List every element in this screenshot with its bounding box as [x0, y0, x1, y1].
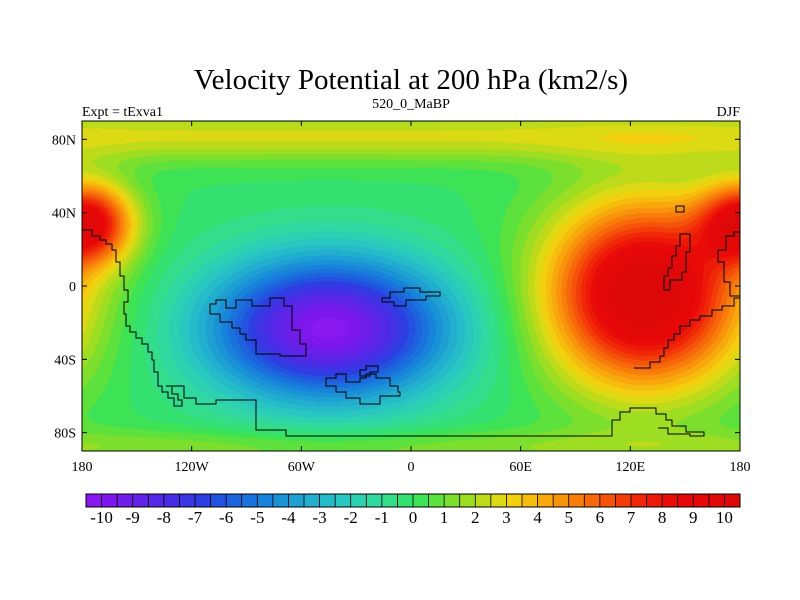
colorbar-swatch: [413, 494, 429, 507]
x-axis: 180 120W 60W 0 60E 120E 180: [72, 121, 751, 475]
colorbar-label-11: 1: [440, 508, 449, 527]
x-tick-label-2: 60W: [288, 460, 316, 475]
y-tick-label-4: 80S: [54, 427, 76, 442]
y-tick-label-0: 80N: [52, 133, 76, 148]
colorbar-label-9: -1: [375, 508, 389, 527]
colorbar-swatch: [226, 494, 243, 507]
coastline-americas-west: [82, 229, 183, 407]
colorbar-swatch: [257, 494, 274, 507]
colorbar-label-18: 8: [658, 508, 667, 527]
x-tick-label-3: 0: [408, 460, 415, 475]
colorbar-swatch: [381, 494, 398, 507]
colorbar: -10 -9 -8 -7 -6 -5 -4 -3 -2 -1 0 1 2 3 4 5 6 7 8 9 10: [85, 493, 741, 527]
colorbar-swatch: [662, 494, 679, 507]
colorbar-swatch: [117, 494, 134, 507]
colorbar-swatch: [397, 494, 414, 507]
colorbar-swatch: [350, 494, 367, 507]
colorbar-label-13: 3: [502, 508, 511, 527]
experiment-label: Expt = tExva1: [82, 105, 163, 120]
colorbar-swatch: [335, 494, 352, 507]
colorbar-label-20: 10: [716, 508, 733, 527]
season-label: DJF: [717, 105, 741, 120]
colorbar-swatch: [537, 494, 554, 507]
colorbar-swatch: [101, 494, 118, 507]
colorbar-label-16: 6: [596, 508, 605, 527]
colorbar-swatch: [210, 494, 227, 507]
colorbar-label-2: -8: [157, 508, 171, 527]
colorbar-label-19: 9: [689, 508, 698, 527]
y-axis: 80N 40N 0 40S 80S: [52, 133, 740, 442]
x-tick-label-0: 180: [72, 460, 93, 475]
colorbar-label-10: 0: [409, 508, 418, 527]
coastlines: [82, 205, 740, 437]
coastline-interior-a: [209, 297, 307, 357]
colorbar-swatch: [288, 494, 305, 507]
colorbar-label-0: -10: [90, 508, 113, 527]
colorbar-swatch: [459, 494, 476, 507]
x-tick-label-5: 120E: [616, 460, 646, 475]
colorbar-swatch: [475, 494, 492, 507]
colorbar-swatch: [272, 494, 289, 507]
colorbar-swatch: [86, 494, 102, 507]
colorbar-label-5: -5: [250, 508, 264, 527]
colorbar-label-4: -6: [219, 508, 233, 527]
colorbar-swatch: [241, 494, 258, 507]
colorbar-label-1: -9: [126, 508, 140, 527]
colorbar-label-12: 2: [471, 508, 480, 527]
colorbar-swatch: [646, 494, 663, 507]
colorbar-label-8: -2: [344, 508, 358, 527]
colorbar-swatch: [599, 494, 616, 507]
colorbar-frame: [85, 493, 741, 508]
colorbar-swatch: [366, 494, 383, 507]
colorbar-swatch: [148, 494, 165, 507]
colorbar-swatch: [522, 494, 538, 507]
coastline-island: [675, 205, 685, 213]
colorbar-swatch: [132, 494, 149, 507]
colorbar-swatch: [677, 494, 694, 507]
colorbar-swatch: [708, 494, 725, 507]
coastline-southern-edge: [166, 385, 705, 437]
coastline-asia-far-east: [717, 231, 740, 297]
coastline-equatorial: [381, 287, 441, 307]
colorbar-swatch: [444, 494, 461, 507]
coastline-interior-c: [359, 365, 379, 377]
x-tick-label-1: 120W: [175, 460, 210, 475]
colorbar-swatch: [163, 494, 180, 507]
colorbar-swatch: [428, 494, 445, 507]
chart-title: Velocity Potential at 200 hPa (km2/s): [194, 64, 628, 96]
y-tick-label-1: 40N: [52, 207, 76, 222]
colorbar-swatch: [319, 494, 336, 507]
colorbar-swatch: [693, 494, 710, 507]
colorbar-swatch: [490, 494, 507, 507]
colorbar-swatch: [506, 494, 523, 507]
y-tick-label-2: 0: [69, 280, 76, 295]
colorbar-swatch: [615, 494, 632, 507]
colorbar-swatch: [568, 494, 585, 507]
x-tick-label-6: 180: [730, 460, 751, 475]
coastline-west-pacific: [634, 297, 740, 369]
coastline-interior-b: [325, 373, 401, 405]
colorbar-label-6: -4: [281, 508, 296, 527]
y-tick-label-3: 40S: [54, 353, 76, 368]
colorbar-label-3: -7: [188, 508, 203, 527]
colorbar-swatch: [553, 494, 570, 507]
period-label: 520_0_MaBP: [372, 97, 450, 112]
x-tick-label-4: 60E: [509, 460, 532, 475]
colorbar-swatch: [304, 494, 320, 507]
colorbar-label-17: 7: [627, 508, 636, 527]
colorbar-swatch: [195, 494, 211, 507]
colorbar-swatch: [631, 494, 647, 507]
filled-contour-field: [82, 121, 740, 451]
coastline-asia-east: [663, 233, 691, 291]
colorbar-label-14: 4: [533, 508, 542, 527]
colorbar-swatch: [724, 494, 741, 507]
colorbar-swatch: [179, 494, 196, 507]
colorbar-label-15: 5: [564, 508, 573, 527]
colorbar-label-7: -3: [312, 508, 326, 527]
contour-field: [82, 121, 740, 451]
colorbar-swatch: [584, 494, 601, 507]
